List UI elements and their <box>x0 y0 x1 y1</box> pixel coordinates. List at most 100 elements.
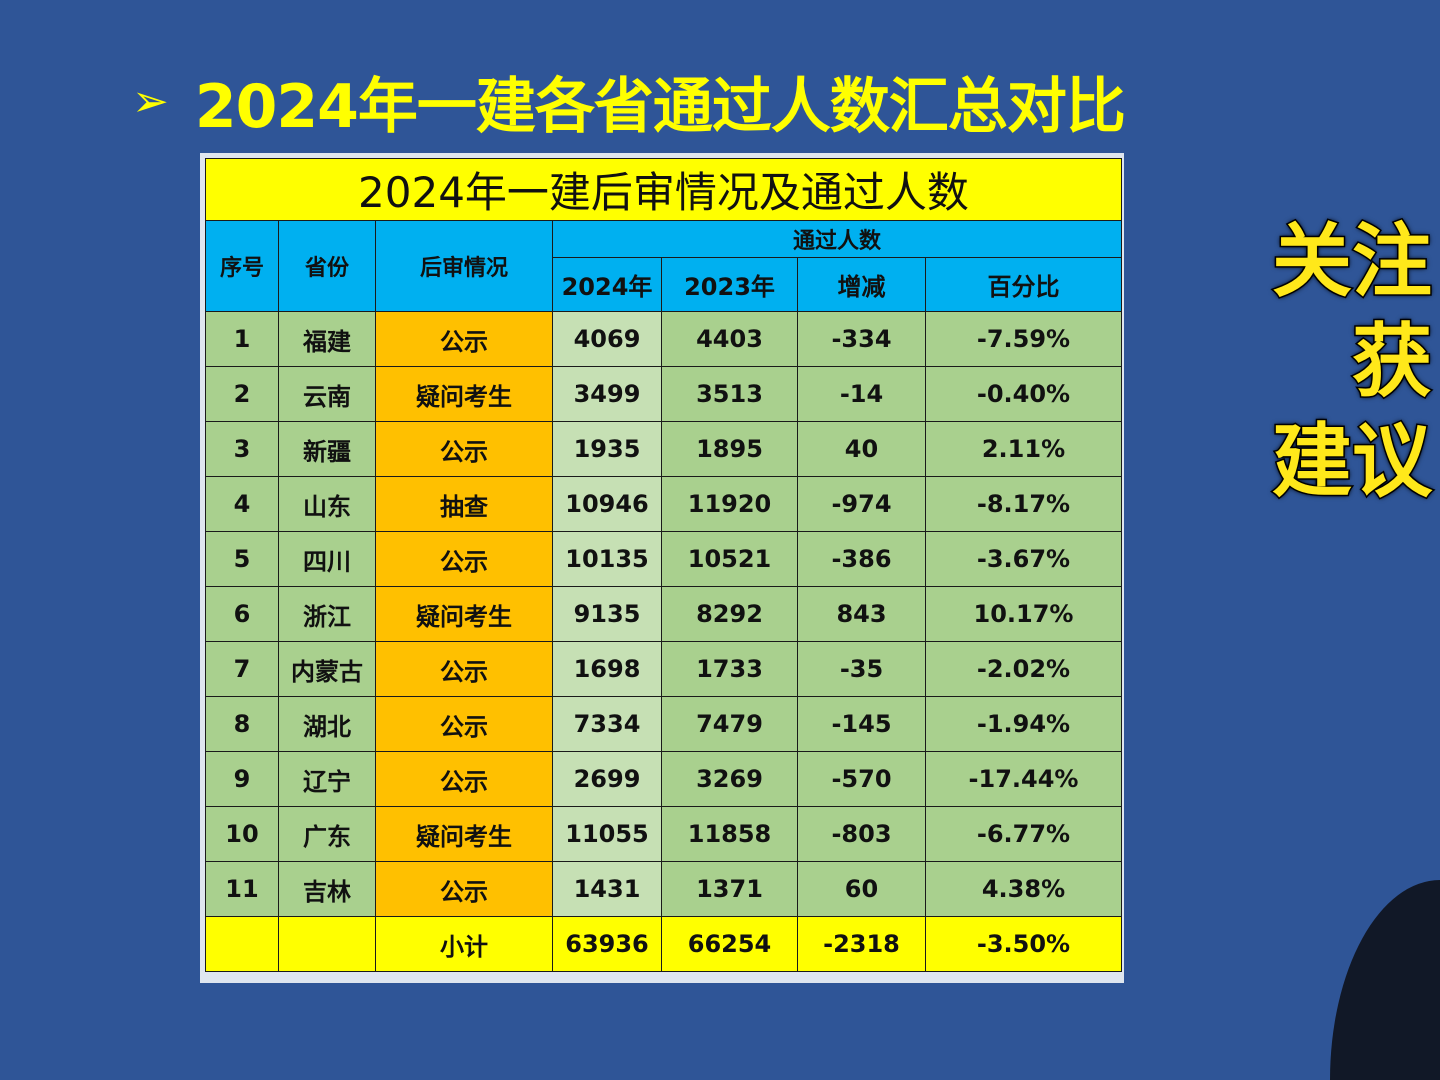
cell-y2024: 1935 <box>552 421 662 477</box>
total-row: 小计 63936 66254 -2318 -3.50% <box>205 916 1122 972</box>
cell-y2023: 4403 <box>661 311 798 367</box>
cell-change: -334 <box>797 311 926 367</box>
cell-index: 6 <box>205 586 279 642</box>
cell-y2023: 11858 <box>661 806 798 862</box>
cell-index: 2 <box>205 366 279 422</box>
cell-percent: -6.77% <box>925 806 1122 862</box>
presenter-silhouette <box>1330 880 1440 1080</box>
table-row: 1 福建 公示 4069 4403 -334 -7.59% <box>205 311 1122 367</box>
slide-heading: ➢ 2024年一建各省通过人数汇总对比 <box>132 58 1126 145</box>
cell-y2023: 3269 <box>661 751 798 807</box>
cell-y2023: 1733 <box>661 641 798 697</box>
table-row: 7 内蒙古 公示 1698 1733 -35 -2.02% <box>205 641 1122 697</box>
cell-province: 吉林 <box>278 861 376 917</box>
cell-review: 疑问考生 <box>375 586 553 642</box>
cell-change: -570 <box>797 751 926 807</box>
cell-index: 5 <box>205 531 279 587</box>
cell-province: 广东 <box>278 806 376 862</box>
cell-percent: -8.17% <box>925 476 1122 532</box>
table-row: 10 广东 疑问考生 11055 11858 -803 -6.77% <box>205 806 1122 862</box>
cell-y2024: 9135 <box>552 586 662 642</box>
cell-province: 内蒙古 <box>278 641 376 697</box>
cell-y2024: 10946 <box>552 476 662 532</box>
cell-percent: -7.59% <box>925 311 1122 367</box>
cell-percent: -2.02% <box>925 641 1122 697</box>
cell-province: 辽宁 <box>278 751 376 807</box>
cell-y2023: 3513 <box>661 366 798 422</box>
header-province: 省份 <box>278 220 376 312</box>
cell-y2023: 11920 <box>661 476 798 532</box>
cell-review: 疑问考生 <box>375 366 553 422</box>
cell-index: 7 <box>205 641 279 697</box>
header-index: 序号 <box>205 220 279 312</box>
cell-y2024: 4069 <box>552 311 662 367</box>
cell-change: 40 <box>797 421 926 477</box>
cell-y2023: 1371 <box>661 861 798 917</box>
cell-index: 4 <box>205 476 279 532</box>
table-row: 2 云南 疑问考生 3499 3513 -14 -0.40% <box>205 366 1122 422</box>
arrow-bullet-icon: ➢ <box>132 76 169 127</box>
cell-percent: 4.38% <box>925 861 1122 917</box>
header-change: 增减 <box>797 257 926 312</box>
cell-percent: -0.40% <box>925 366 1122 422</box>
cell-change: -35 <box>797 641 926 697</box>
table-row: 4 山东 抽查 10946 11920 -974 -8.17% <box>205 476 1122 532</box>
cell-index: 8 <box>205 696 279 752</box>
table-row: 9 辽宁 公示 2699 3269 -570 -17.44% <box>205 751 1122 807</box>
cell-y2024: 11055 <box>552 806 662 862</box>
cell-review: 公示 <box>375 311 553 367</box>
table-row: 8 湖北 公示 7334 7479 -145 -1.94% <box>205 696 1122 752</box>
total-empty <box>205 916 279 972</box>
cell-change: -386 <box>797 531 926 587</box>
header-pass-count: 通过人数 <box>552 220 1122 258</box>
cell-change: -974 <box>797 476 926 532</box>
cell-change: -14 <box>797 366 926 422</box>
total-y2023: 66254 <box>661 916 798 972</box>
cell-percent: -1.94% <box>925 696 1122 752</box>
cell-change: -803 <box>797 806 926 862</box>
table-row: 11 吉林 公示 1431 1371 60 4.38% <box>205 861 1122 917</box>
side-line: 关注 <box>1271 214 1434 310</box>
cell-index: 3 <box>205 421 279 477</box>
cell-percent: 2.11% <box>925 421 1122 477</box>
cell-y2023: 7479 <box>661 696 798 752</box>
heading-text: 2024年一建各省通过人数汇总对比 <box>194 72 1126 142</box>
cell-review: 疑问考生 <box>375 806 553 862</box>
header-review: 后审情况 <box>375 220 553 312</box>
cell-province: 湖北 <box>278 696 376 752</box>
cell-review: 公示 <box>375 421 553 477</box>
cell-review: 抽查 <box>375 476 553 532</box>
cell-y2023: 10521 <box>661 531 798 587</box>
cell-y2024: 3499 <box>552 366 662 422</box>
cell-province: 四川 <box>278 531 376 587</box>
cell-y2023: 1895 <box>661 421 798 477</box>
table-row: 5 四川 公示 10135 10521 -386 -3.67% <box>205 531 1122 587</box>
cell-province: 浙江 <box>278 586 376 642</box>
cell-review: 公示 <box>375 751 553 807</box>
cell-review: 公示 <box>375 641 553 697</box>
cell-y2023: 8292 <box>661 586 798 642</box>
header-2023: 2023年 <box>661 257 798 312</box>
cell-province: 云南 <box>278 366 376 422</box>
total-y2024: 63936 <box>552 916 662 972</box>
cell-province: 山东 <box>278 476 376 532</box>
side-overlay-text: 关注 获 建议 <box>1262 212 1434 512</box>
total-empty <box>278 916 376 972</box>
cell-province: 新疆 <box>278 421 376 477</box>
table-row: 6 浙江 疑问考生 9135 8292 843 10.17% <box>205 586 1122 642</box>
cell-index: 1 <box>205 311 279 367</box>
cell-percent: -17.44% <box>925 751 1122 807</box>
cell-change: 60 <box>797 861 926 917</box>
cell-index: 11 <box>205 861 279 917</box>
spreadsheet-image: 2024年一建后审情况及通过人数 序号 省份 后审情况 通过人数 2024年 2… <box>200 153 1124 983</box>
total-change: -2318 <box>797 916 926 972</box>
cell-review: 公示 <box>375 696 553 752</box>
cell-y2024: 1698 <box>552 641 662 697</box>
cell-change: -145 <box>797 696 926 752</box>
table-row: 3 新疆 公示 1935 1895 40 2.11% <box>205 421 1122 477</box>
cell-y2024: 1431 <box>552 861 662 917</box>
cell-review: 公示 <box>375 531 553 587</box>
cell-index: 10 <box>205 806 279 862</box>
side-line: 获 <box>1351 314 1434 410</box>
cell-change: 843 <box>797 586 926 642</box>
